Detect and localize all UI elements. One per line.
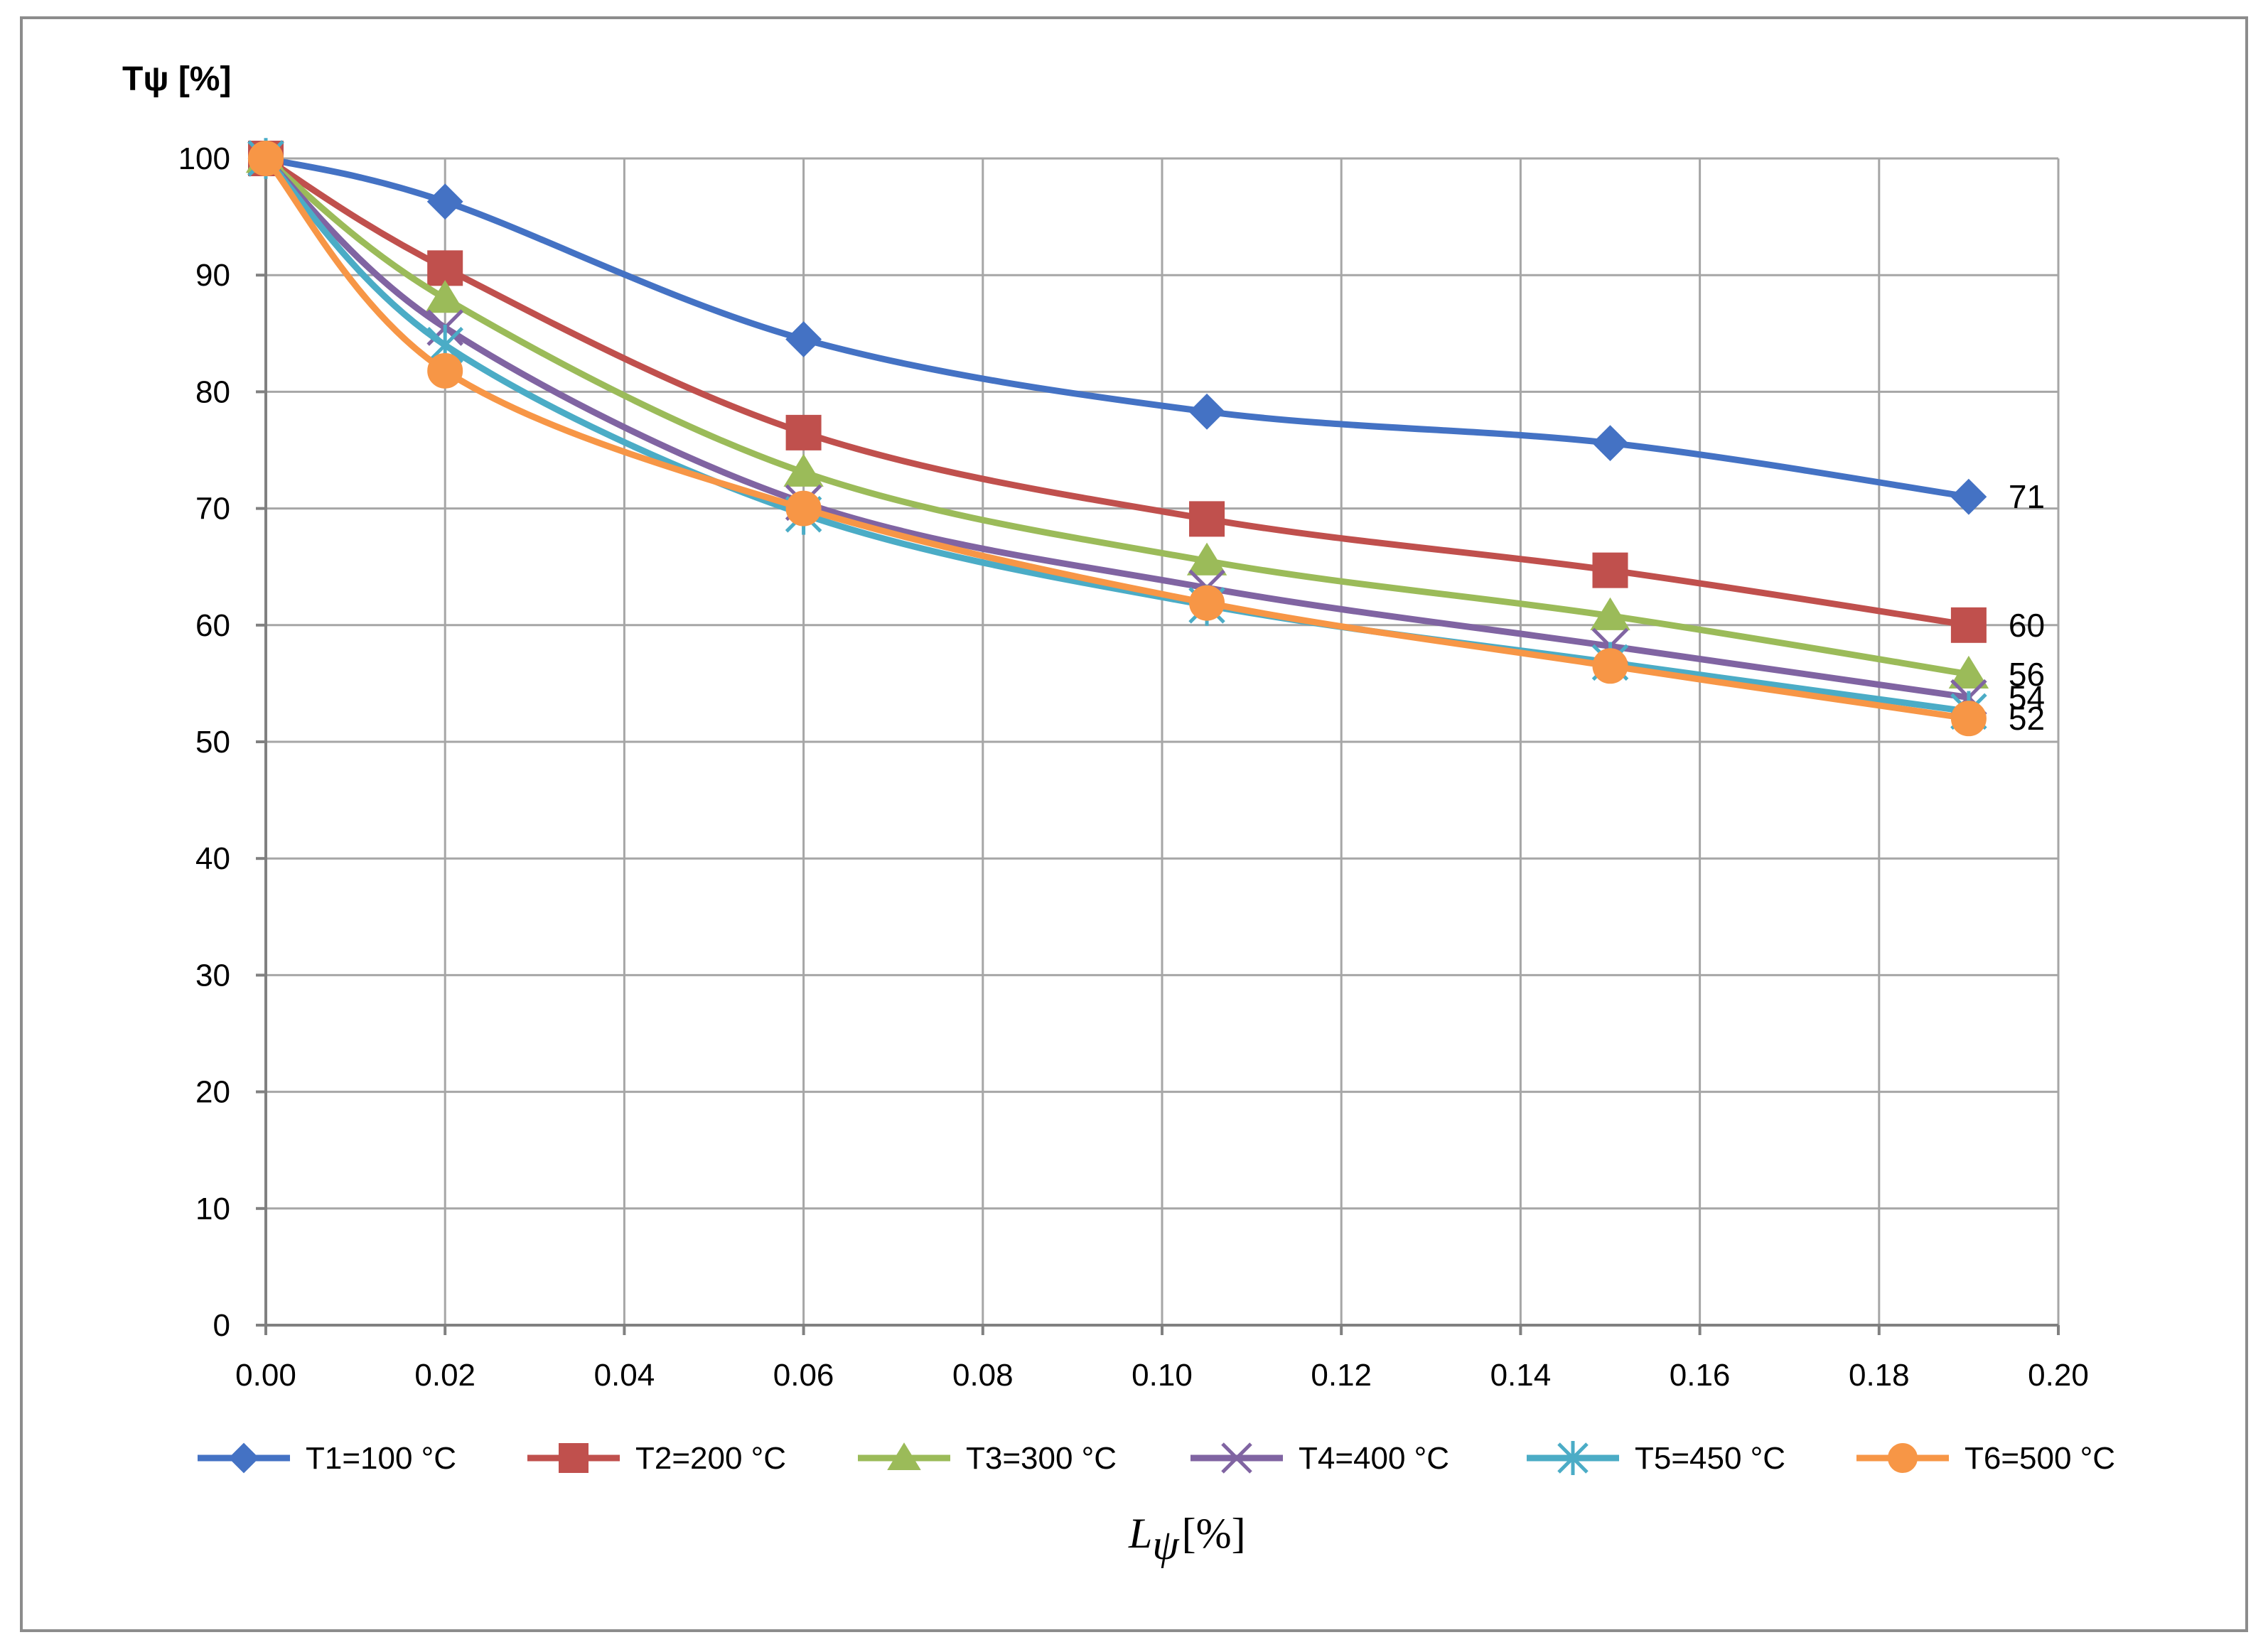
end-value-label: 71 xyxy=(2009,478,2045,515)
data-point-square xyxy=(1592,552,1628,588)
labels: Tψ [%] Lψ[%] 0 10 20 30 40 50 60 70 80 90 100 0.00 0… xyxy=(122,60,2089,1568)
legend-label: T5=450 °C xyxy=(1635,1441,1785,1476)
legend-item: T2=200 °C xyxy=(527,1441,786,1476)
legend-item: T3=300 °C xyxy=(858,1441,1117,1476)
legend-label: T3=300 °C xyxy=(966,1441,1117,1476)
legend-item: T1=100 °C xyxy=(198,1441,456,1476)
y-tick-label: 100 xyxy=(178,141,230,176)
y-tick-label: 40 xyxy=(195,841,230,876)
y-tick-label: 50 xyxy=(195,725,230,760)
axes xyxy=(256,157,2060,1335)
data-point-diamond xyxy=(785,321,822,357)
y-tick-label: 80 xyxy=(195,374,230,409)
x-axis-title-unit: [%] xyxy=(1182,1510,1246,1557)
data-point-square xyxy=(1189,501,1225,537)
series-6 xyxy=(248,141,1987,737)
end-value-label: 52 xyxy=(2009,700,2045,737)
data-point-star xyxy=(1557,1441,1589,1475)
x-tick-label: 0.14 xyxy=(1490,1358,1552,1393)
y-tick-label: 20 xyxy=(195,1075,230,1110)
x-axis-title-symbol: L xyxy=(1128,1510,1152,1557)
legend-label: T2=200 °C xyxy=(635,1441,786,1476)
y-tick-label: 70 xyxy=(195,492,230,527)
data-point-square xyxy=(1950,607,1987,643)
data-point-circle xyxy=(427,352,463,389)
y-tick-label: 30 xyxy=(195,958,230,993)
x-tick-label: 0.10 xyxy=(1132,1358,1193,1393)
y-axis-title: Tψ [%] xyxy=(122,60,231,98)
data-point-triangle xyxy=(1590,597,1630,630)
y-tick-label: 90 xyxy=(195,258,230,293)
legend-item: T4=400 °C xyxy=(1191,1441,1449,1476)
data-point-x-stroke xyxy=(1221,1442,1252,1474)
data-point-diamond xyxy=(1592,425,1628,462)
x-tick-label: 0.08 xyxy=(952,1358,1014,1393)
data-point-triangle xyxy=(1948,655,1989,689)
x-tick-label: 0.20 xyxy=(2028,1358,2089,1393)
legend-item: T6=500 °C xyxy=(1856,1441,2115,1476)
data-point-circle xyxy=(1950,701,1987,737)
data-point-triangle xyxy=(783,453,824,487)
x-tick-label: 0.16 xyxy=(1670,1358,1731,1393)
end-value-label: 54 xyxy=(2009,679,2045,716)
end-value-label: 56 xyxy=(2009,656,2045,693)
legend-label: T1=100 °C xyxy=(306,1441,456,1476)
x-tick-label: 0.06 xyxy=(773,1358,834,1393)
x-tick-label: 0.00 xyxy=(235,1358,296,1393)
legend: T1=100 °C T2=200 °C T3=300 °C T4=400 °C T5=4… xyxy=(198,1441,2115,1476)
end-value-label: 60 xyxy=(2009,607,2045,644)
x-axis-title-subscript: ψ xyxy=(1152,1521,1180,1568)
x-axis-title: Lψ[%] xyxy=(1128,1510,1246,1568)
y-tick-label: 10 xyxy=(195,1192,230,1226)
data-point-circle xyxy=(1189,585,1225,621)
data-point-circle xyxy=(785,490,822,527)
y-tick-label: 0 xyxy=(213,1308,230,1343)
legend-label: T4=400 °C xyxy=(1299,1441,1449,1476)
legend-label: T6=500 °C xyxy=(1965,1441,2115,1476)
x-tick-label: 0.02 xyxy=(414,1358,475,1393)
data-point-circle xyxy=(1888,1443,1918,1473)
series xyxy=(245,138,1989,737)
data-point-diamond xyxy=(426,183,463,220)
data-point-diamond xyxy=(228,1442,259,1474)
data-point-circle xyxy=(1592,648,1628,684)
data-point-square xyxy=(785,414,822,450)
x-tick-label: 0.04 xyxy=(594,1358,655,1393)
x-tick-label: 0.18 xyxy=(1849,1358,1910,1393)
data-point-triangle xyxy=(887,1442,921,1470)
data-point-diamond xyxy=(1950,478,1987,515)
data-point-diamond xyxy=(1188,393,1225,430)
legend-item: T5=450 °C xyxy=(1527,1441,1785,1476)
data-point-square xyxy=(427,250,463,286)
x-tick-label: 0.12 xyxy=(1311,1358,1372,1393)
grid xyxy=(266,157,2060,1325)
data-point-triangle xyxy=(425,280,466,313)
data-point-circle xyxy=(248,141,284,176)
y-tick-label: 60 xyxy=(195,608,230,643)
data-point-square xyxy=(559,1443,589,1473)
data-point-triangle xyxy=(1186,542,1227,576)
data-point-x xyxy=(1221,1442,1252,1474)
